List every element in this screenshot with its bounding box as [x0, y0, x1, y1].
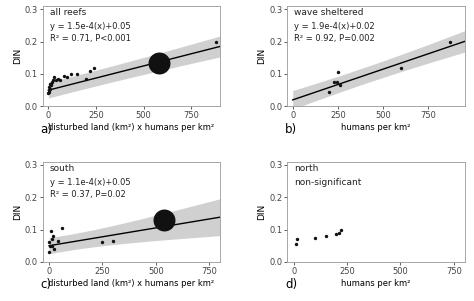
Point: [335, 230, 342, 235]
Text: all reefs: all reefs: [50, 8, 86, 17]
Point: [334, 70, 342, 75]
Point: [155, 60, 163, 65]
Point: [48, 237, 55, 242]
Text: y = 1.9e-4(x)+0.02: y = 1.9e-4(x)+0.02: [294, 22, 375, 31]
Point: [322, 234, 329, 238]
Point: [47, 83, 55, 88]
Point: [337, 227, 345, 232]
Point: [64, 75, 71, 80]
X-axis label: disturbed land (km²) x humans per km²: disturbed land (km²) x humans per km²: [48, 123, 214, 132]
Point: [293, 237, 301, 242]
X-axis label: humans per km²: humans per km²: [341, 123, 410, 132]
Y-axis label: DIN: DIN: [13, 203, 22, 220]
Point: [46, 243, 54, 248]
Text: y = 1.1e-4(x)+0.05: y = 1.1e-4(x)+0.05: [50, 178, 130, 187]
Point: [58, 225, 66, 230]
Text: b): b): [285, 123, 297, 136]
Point: [99, 240, 106, 245]
Point: [51, 247, 58, 251]
Point: [47, 81, 55, 86]
Y-axis label: DIN: DIN: [257, 48, 266, 64]
Point: [45, 91, 52, 96]
Text: wave sheltered: wave sheltered: [294, 8, 364, 17]
Point: [54, 238, 62, 243]
Y-axis label: DIN: DIN: [257, 203, 266, 220]
Point: [50, 234, 57, 238]
Point: [46, 240, 53, 245]
Text: c): c): [40, 278, 51, 291]
Point: [82, 76, 90, 81]
Point: [45, 88, 53, 93]
Text: y = 1.5e-4(x)+0.05: y = 1.5e-4(x)+0.05: [50, 22, 130, 31]
Point: [46, 86, 54, 91]
Point: [46, 81, 54, 86]
Point: [91, 65, 98, 70]
Point: [56, 78, 64, 83]
Point: [46, 250, 53, 255]
Point: [336, 83, 344, 88]
Point: [73, 72, 81, 76]
Text: non-significant: non-significant: [294, 178, 362, 187]
Point: [292, 242, 300, 247]
Point: [46, 85, 53, 89]
Y-axis label: DIN: DIN: [13, 48, 22, 64]
Point: [60, 73, 67, 78]
Text: south: south: [50, 163, 75, 172]
Text: R² = 0.71, P<0.001: R² = 0.71, P<0.001: [50, 34, 131, 43]
Point: [87, 68, 94, 73]
Point: [212, 39, 220, 44]
Point: [67, 72, 75, 76]
Point: [54, 76, 62, 81]
Text: north: north: [294, 163, 319, 172]
Point: [333, 232, 340, 237]
Text: R² = 0.92, P=0.002: R² = 0.92, P=0.002: [294, 34, 375, 43]
Point: [49, 78, 57, 83]
Point: [50, 75, 58, 80]
Point: [311, 235, 319, 240]
Point: [109, 238, 117, 243]
Point: [47, 229, 55, 234]
Point: [52, 78, 60, 83]
Text: d): d): [285, 278, 297, 291]
Point: [333, 80, 341, 85]
Point: [325, 89, 333, 94]
Point: [48, 243, 56, 248]
Point: [48, 80, 56, 85]
Point: [446, 39, 454, 44]
Point: [397, 65, 405, 70]
Text: a): a): [40, 123, 52, 136]
X-axis label: disturbed land (km²) x humans per km²: disturbed land (km²) x humans per km²: [48, 278, 214, 287]
X-axis label: humans per km²: humans per km²: [341, 278, 410, 287]
Point: [330, 80, 338, 85]
Point: [161, 217, 168, 222]
Point: [45, 89, 53, 94]
Text: R² = 0.37, P=0.02: R² = 0.37, P=0.02: [50, 190, 126, 199]
